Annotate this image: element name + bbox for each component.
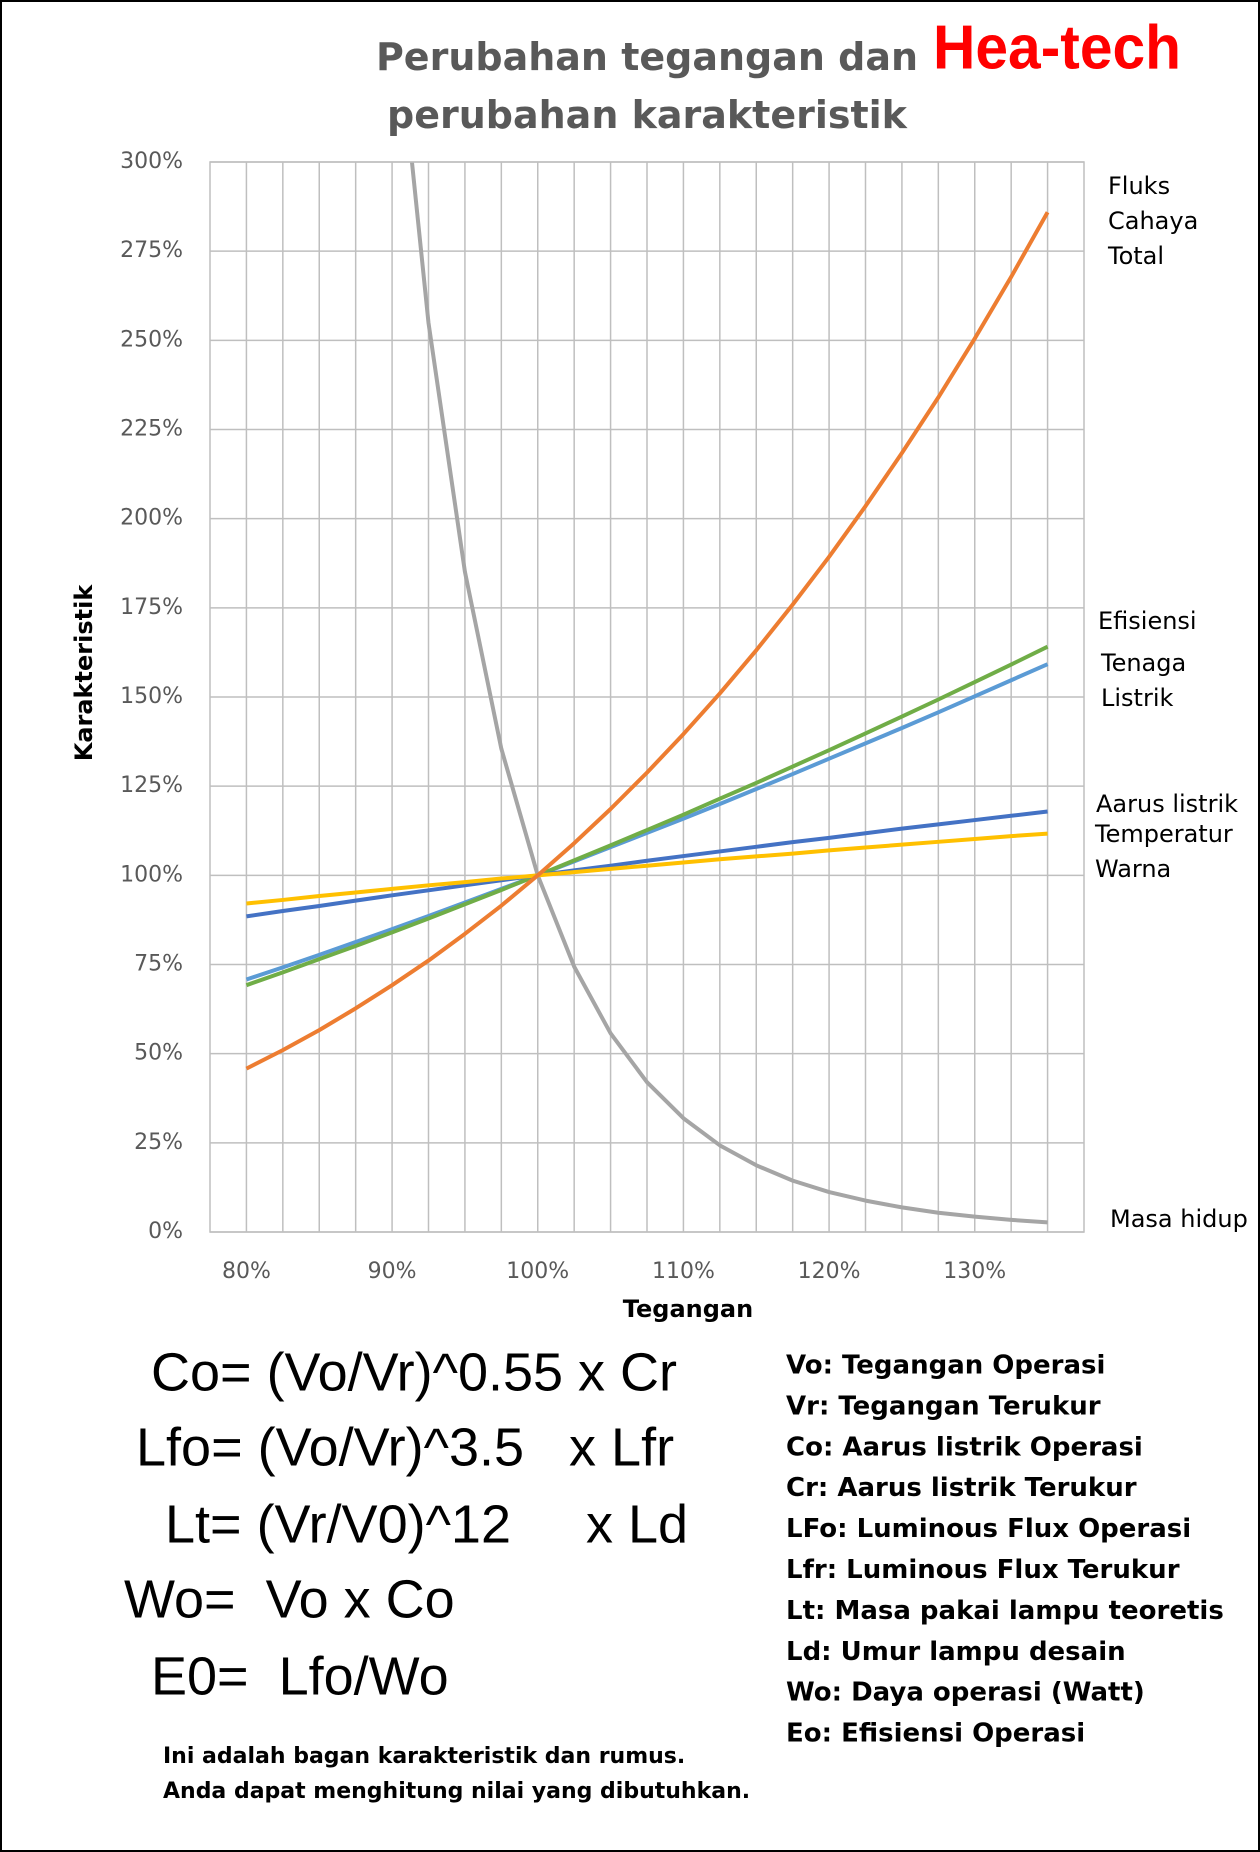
series-label: Temperatur Warna: [1094, 820, 1233, 883]
formula: Wo= Vo x Co: [124, 1569, 455, 1629]
definition: Wo: Daya operasi (Watt): [786, 1678, 1145, 1708]
definition: Vo: Tegangan Operasi: [786, 1351, 1105, 1381]
y-tick-label: 150%: [120, 684, 183, 709]
definition: Ld: Umur lampu desain: [786, 1637, 1126, 1667]
x-tick-label: 80%: [222, 1259, 271, 1284]
y-tick-label: 250%: [120, 327, 183, 352]
formula: Lfo= (Vo/Vr)^3.5 x Lfr: [136, 1417, 674, 1477]
x-tick-label: 130%: [943, 1259, 1006, 1284]
x-tick-label: 110%: [652, 1259, 715, 1284]
y-axis-title: Karakteristik: [70, 584, 98, 762]
plot-lines: [245, 162, 1050, 1225]
series-label: Fluks Cahaya Total: [1107, 172, 1198, 270]
y-tick-label: 275%: [120, 238, 183, 263]
definition: Co: Aarus listrik Operasi: [786, 1432, 1143, 1462]
brand: Hea-tech: [933, 13, 1181, 82]
formula: Lt= (Vr/V0)^12 x Ld: [165, 1494, 688, 1554]
definition: Lt: Masa pakai lampu teoretis: [786, 1596, 1224, 1626]
y-tick-label: 50%: [134, 1041, 183, 1066]
y-tick-label: 125%: [120, 773, 183, 798]
series-label: Efisiensi: [1098, 607, 1197, 635]
y-tick-label: 100%: [120, 862, 183, 887]
series-line: [246, 831, 1048, 906]
y-tick-label: 25%: [134, 1130, 183, 1155]
y-tick-label: 300%: [120, 149, 183, 174]
definition: Eo: Efisiensi Operasi: [786, 1719, 1085, 1749]
series-label: Aarus listrik: [1096, 790, 1238, 818]
y-tick-label: 225%: [120, 417, 183, 442]
y-tick-label: 75%: [134, 952, 183, 977]
y-tick-label: 0%: [148, 1219, 183, 1244]
series-line: [409, 162, 1048, 1225]
chart-title: Perubahan tegangan dan perubahan karakter…: [376, 35, 918, 137]
series-line: [245, 644, 1049, 988]
plot-border: [209, 161, 1085, 1233]
formula: Co= (Vo/Vr)^0.55 x Cr: [151, 1342, 677, 1402]
note: Ini adalah bagan karakteristik dan rumus…: [163, 1744, 685, 1769]
y-tick-label: 200%: [120, 506, 183, 531]
definition: Vr: Tegangan Terukur: [786, 1391, 1101, 1421]
formula: E0= Lfo/Wo: [151, 1646, 449, 1706]
x-tick-label: 90%: [368, 1259, 417, 1284]
series-label: Tenaga Listrik: [1100, 649, 1186, 712]
definition: Lfr: Luminous Flux Terukur: [786, 1555, 1180, 1585]
series-line: [245, 211, 1050, 1071]
x-tick-label: 100%: [506, 1259, 569, 1284]
series-line: [246, 809, 1048, 919]
note: Anda dapat menghitung nilai yang dibutuh…: [163, 1779, 750, 1804]
definition: Cr: Aarus listrik Terukur: [786, 1473, 1137, 1503]
x-tick-label: 120%: [798, 1259, 861, 1284]
labels: 0% 25% 50% 75% 100% 125% 150% 175% 200% 225% 250% 2…: [120, 149, 1248, 1804]
definition: LFo: Luminous Flux Operasi: [786, 1514, 1191, 1544]
y-tick-label: 175%: [120, 595, 183, 620]
x-axis-title: Tegangan: [623, 1295, 753, 1323]
series-line: [245, 662, 1049, 982]
series-label: Masa hidup: [1110, 1205, 1248, 1233]
